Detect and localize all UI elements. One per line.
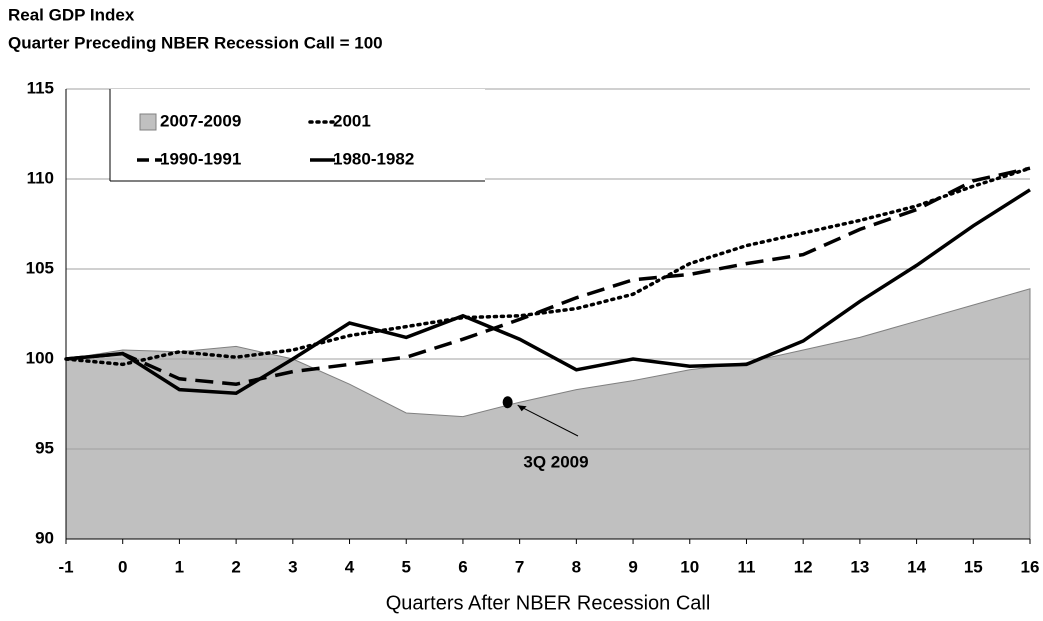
- x-tick-label: 5: [402, 557, 411, 576]
- chart-subtitle: Quarter Preceding NBER Recession Call = …: [8, 33, 383, 52]
- x-tick-label: 0: [118, 557, 127, 576]
- x-tick-label: 16: [1021, 557, 1040, 576]
- line: [64, 166, 1032, 367]
- x-axis-label: Quarters After NBER Recession Call: [386, 592, 711, 614]
- y-tick-label: 105: [26, 258, 54, 277]
- annotation-marker: [502, 396, 513, 409]
- x-tick-label: 11: [737, 557, 755, 576]
- line: [65, 188, 1031, 395]
- x-tick-label: 9: [628, 557, 637, 576]
- x-tick-label: 4: [345, 557, 355, 576]
- y-tick-label: 90: [35, 528, 54, 547]
- legend-box: [110, 89, 485, 181]
- x-tick-label: 3: [288, 557, 297, 576]
- x-tick-label: 7: [515, 557, 524, 576]
- y-tick-label: 110: [27, 168, 54, 187]
- legend-label: 2007-2009: [160, 111, 241, 130]
- x-tick-label: 6: [458, 557, 467, 576]
- area: [65, 288, 1031, 540]
- x-tick-label: -1: [58, 557, 73, 576]
- y-tick-label: 100: [26, 348, 54, 367]
- x-tick-label: 14: [907, 557, 926, 576]
- x-tick-label: 2: [231, 557, 240, 576]
- legend-label: 1980-1982: [333, 149, 414, 168]
- y-tick-label: 95: [35, 438, 54, 457]
- legend-swatch: [139, 113, 157, 131]
- y-tick-label: 115: [27, 78, 54, 97]
- annotation-label: 3Q 2009: [523, 452, 588, 471]
- x-tick-label: 1: [175, 557, 184, 576]
- legend-label: 1990-1991: [160, 149, 241, 168]
- x-tick-label: 12: [794, 557, 813, 576]
- x-tick-label: 13: [850, 557, 869, 576]
- chart-title: Real GDP Index: [8, 5, 135, 24]
- annotation-arrowhead: [517, 405, 527, 412]
- annotation-arrow: [517, 404, 579, 437]
- x-tick-label: 15: [964, 557, 983, 576]
- x-tick-label: 10: [680, 557, 699, 576]
- legend-label: 2001: [333, 111, 371, 130]
- x-tick-label: 8: [572, 557, 581, 576]
- line: [65, 166, 1031, 386]
